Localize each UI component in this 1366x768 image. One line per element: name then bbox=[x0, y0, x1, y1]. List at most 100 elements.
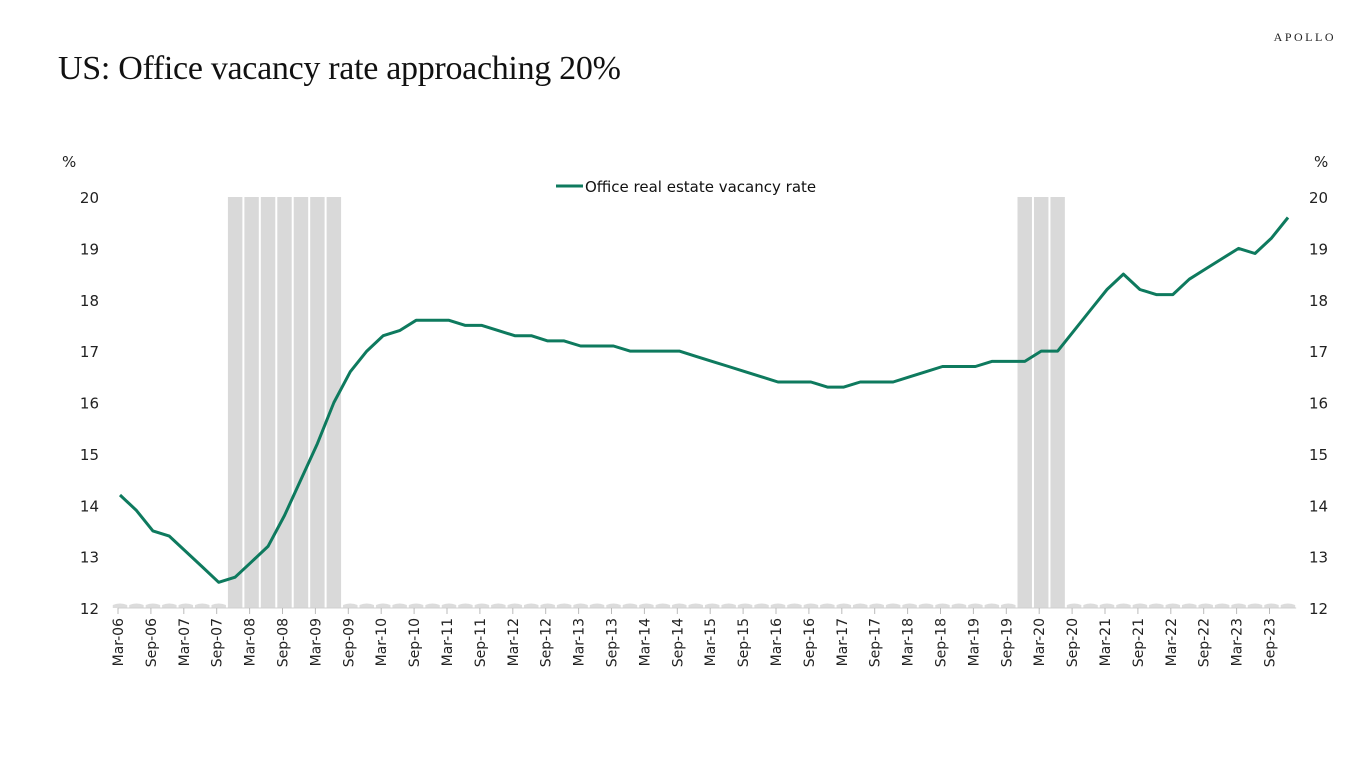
baseline-marker bbox=[984, 603, 1000, 608]
x-tick-label: Sep-19 bbox=[999, 618, 1015, 667]
baseline-marker bbox=[375, 603, 391, 608]
baseline-marker bbox=[1198, 603, 1213, 608]
x-tick-label: Sep-17 bbox=[868, 618, 884, 667]
y-tick-label-right: 12 bbox=[1309, 600, 1328, 618]
baseline-marker bbox=[112, 603, 128, 608]
y-axis-left: 12 13 14 15 16 17 18 19 20 bbox=[80, 189, 99, 618]
x-tick-label: Mar-19 bbox=[966, 618, 982, 666]
baseline-marker bbox=[918, 603, 934, 608]
x-tick-label: Sep-18 bbox=[934, 618, 950, 667]
x-tick-label: Sep-16 bbox=[802, 618, 818, 667]
recession-bar bbox=[227, 197, 243, 608]
y-tick-label-left: 14 bbox=[80, 497, 99, 515]
y-tick-label-right: 15 bbox=[1309, 446, 1328, 464]
baseline-marker bbox=[458, 603, 473, 608]
y-tick-label-left: 18 bbox=[80, 292, 99, 310]
baseline-marker bbox=[507, 603, 523, 608]
x-tick-label: Mar-22 bbox=[1164, 618, 1180, 666]
baseline-marker bbox=[639, 603, 654, 608]
baseline-marker bbox=[622, 603, 638, 608]
baseline-marker bbox=[162, 603, 177, 608]
recession-bar bbox=[310, 197, 325, 608]
y-tick-label-right: 18 bbox=[1309, 292, 1328, 310]
y-axis-right: 12 13 14 15 16 17 18 19 20 bbox=[1309, 189, 1328, 618]
baseline-marker bbox=[211, 603, 226, 608]
y-axis-right-unit: % bbox=[1314, 153, 1328, 171]
baseline-marker bbox=[573, 603, 588, 608]
recession-bars bbox=[227, 197, 1065, 608]
baseline-marker bbox=[1116, 603, 1131, 608]
x-tick-label: Mar-17 bbox=[835, 618, 851, 666]
baseline-marker bbox=[1099, 603, 1115, 608]
baseline-marker bbox=[951, 603, 967, 608]
x-tick-label: Mar-14 bbox=[637, 618, 653, 666]
y-tick-label-left: 20 bbox=[80, 189, 99, 207]
legend: Office real estate vacancy rate bbox=[556, 178, 816, 196]
x-tick-label: Mar-20 bbox=[1032, 618, 1048, 666]
recession-bar bbox=[1033, 197, 1049, 608]
recession-bar bbox=[277, 197, 292, 608]
baseline-marker bbox=[803, 603, 819, 608]
baseline-marker bbox=[721, 603, 736, 608]
x-tick-label: Sep-12 bbox=[539, 618, 555, 667]
baseline-marker bbox=[408, 603, 424, 608]
baseline-marker bbox=[968, 603, 983, 608]
x-tick-label: Sep-15 bbox=[736, 618, 752, 667]
y-tick-label-left: 13 bbox=[80, 549, 99, 567]
baseline-marker bbox=[1231, 603, 1246, 608]
baseline-markers bbox=[112, 603, 1296, 608]
baseline-marker bbox=[672, 603, 687, 608]
baseline-marker bbox=[1247, 603, 1263, 608]
x-tick-label: Mar-11 bbox=[440, 618, 456, 666]
x-tick-label: Sep-21 bbox=[1131, 618, 1147, 667]
apollo-logo: APOLLO bbox=[1273, 30, 1336, 44]
x-tick-label: Sep-09 bbox=[341, 618, 357, 667]
baseline-marker bbox=[195, 603, 210, 608]
baseline-marker bbox=[589, 603, 605, 608]
baseline-marker bbox=[688, 603, 703, 608]
recession-bar bbox=[260, 197, 276, 608]
x-tick-label: Sep-22 bbox=[1197, 618, 1213, 667]
x-tick-label: Sep-06 bbox=[144, 618, 160, 667]
baseline-marker bbox=[704, 603, 720, 608]
baseline-marker bbox=[606, 603, 621, 608]
x-tick-label: Mar-16 bbox=[769, 618, 785, 666]
x-tick-label: Mar-07 bbox=[177, 618, 193, 666]
baseline-marker bbox=[1165, 603, 1181, 608]
chart-title: US: Office vacancy rate approaching 20% bbox=[58, 50, 621, 87]
y-tick-label-left: 17 bbox=[80, 343, 99, 361]
baseline-marker bbox=[869, 603, 884, 608]
baseline-marker bbox=[178, 603, 194, 608]
x-tick-label: Sep-10 bbox=[407, 618, 423, 667]
x-tick-label: Sep-20 bbox=[1065, 618, 1081, 667]
baseline-marker bbox=[902, 603, 917, 608]
series-line-vacancy-rate bbox=[118, 216, 1290, 584]
x-tick-label: Mar-12 bbox=[506, 618, 522, 666]
baseline-marker bbox=[1083, 603, 1098, 608]
baseline-marker bbox=[425, 603, 440, 608]
baseline-marker bbox=[853, 603, 868, 608]
recession-bar bbox=[293, 197, 309, 608]
baseline-marker bbox=[359, 603, 374, 608]
baseline-marker bbox=[655, 603, 671, 608]
y-tick-label-right: 17 bbox=[1309, 343, 1328, 361]
y-tick-label-right: 13 bbox=[1309, 549, 1328, 567]
baseline-marker bbox=[1182, 603, 1197, 608]
y-tick-label-right: 14 bbox=[1309, 497, 1328, 515]
x-tick-label: Mar-09 bbox=[308, 618, 324, 666]
baseline-marker bbox=[787, 603, 802, 608]
y-tick-label-right: 20 bbox=[1309, 189, 1328, 207]
y-tick-label-left: 19 bbox=[80, 240, 99, 258]
baseline-marker bbox=[540, 603, 555, 608]
recession-bar bbox=[1050, 197, 1065, 608]
baseline-marker bbox=[1066, 603, 1082, 608]
x-axis-ticks bbox=[117, 607, 1297, 614]
x-tick-label: Mar-21 bbox=[1098, 618, 1114, 666]
x-tick-label: Mar-15 bbox=[703, 618, 719, 666]
baseline-marker bbox=[145, 603, 161, 608]
baseline-marker bbox=[129, 603, 144, 608]
recession-bar bbox=[1017, 197, 1032, 608]
baseline-marker bbox=[392, 603, 407, 608]
baseline-marker bbox=[474, 603, 490, 608]
